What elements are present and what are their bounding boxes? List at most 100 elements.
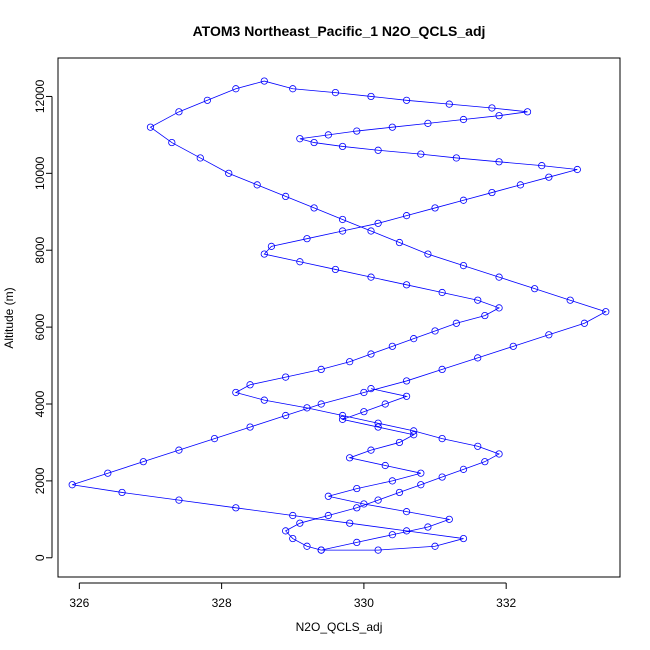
series-point-0-20 — [260, 396, 268, 404]
series-point-0-116 — [317, 546, 325, 554]
series-point-0-3 — [282, 527, 290, 535]
series-point-0-37 — [331, 265, 340, 274]
series-point-0-105 — [104, 469, 112, 477]
series-point-0-16 — [410, 427, 418, 435]
chart-title: ATOM3 Northeast_Pacific_1 N2O_QCLS_adj — [193, 23, 486, 39]
series-point-0-21 — [232, 388, 240, 397]
series-point-0-84 — [367, 227, 375, 235]
x-tick-label-1: 328 — [212, 596, 232, 610]
series-point-0-74 — [203, 96, 211, 104]
plot-series — [68, 77, 610, 554]
x-axis-label: N2O_QCLS_adj — [296, 620, 383, 634]
series-point-0-86 — [424, 250, 432, 258]
series-point-0-12 — [481, 458, 489, 466]
series-point-0-125 — [388, 477, 396, 485]
x-tick-label-0: 326 — [69, 596, 89, 610]
series-point-0-49 — [545, 173, 553, 181]
series-point-0-134 — [360, 408, 368, 416]
series-point-0-38 — [296, 258, 304, 266]
series-point-0-4 — [296, 519, 304, 527]
series-point-0-8 — [395, 488, 404, 497]
series-point-0-137 — [367, 385, 375, 393]
series-point-0-119 — [424, 523, 432, 531]
series-point-0-90 — [566, 296, 574, 304]
series-point-0-68 — [402, 96, 411, 104]
series-point-0-101 — [246, 423, 254, 431]
series-point-0-127 — [381, 461, 389, 470]
series-point-0-104 — [139, 458, 147, 466]
series-point-0-62 — [424, 119, 432, 127]
y-tick-label-3: 6000 — [33, 313, 47, 340]
series-point-0-81 — [282, 192, 290, 200]
series-point-0-110 — [289, 511, 297, 520]
series-point-0-77 — [168, 138, 176, 147]
series-point-0-63 — [459, 115, 468, 124]
series-point-0-114 — [431, 542, 439, 550]
series-point-0-135 — [381, 400, 389, 408]
series-point-0-52 — [495, 158, 503, 166]
y-axis: 0 2000 4000 6000 8000 10000 12000 — [33, 79, 53, 561]
series-point-0-55 — [374, 146, 382, 154]
series-point-0-94 — [509, 342, 517, 350]
series-point-0-132 — [374, 423, 382, 431]
series-point-0-70 — [331, 89, 340, 97]
series-point-0-15 — [438, 434, 446, 443]
x-tick-label-2: 330 — [354, 596, 374, 610]
series-point-0-131 — [410, 431, 418, 439]
series-point-0-34 — [438, 288, 446, 297]
series-point-0-130 — [395, 438, 404, 447]
series-point-0-54 — [417, 150, 425, 158]
series-point-0-46 — [459, 196, 468, 204]
series-point-0-92 — [580, 319, 589, 327]
series-point-0-76 — [146, 123, 155, 131]
series-point-0-59 — [324, 131, 332, 139]
series-point-0-121 — [402, 508, 411, 516]
series-point-0-1 — [303, 542, 311, 550]
series-point-0-108 — [175, 496, 183, 504]
series-point-0-87 — [459, 261, 468, 270]
series-point-0-88 — [495, 273, 503, 281]
y-tick-label-1: 2000 — [33, 467, 47, 494]
series-point-0-18 — [338, 411, 347, 420]
series-point-0-115 — [374, 546, 382, 554]
series-point-0-2 — [289, 534, 297, 543]
series-point-0-29 — [431, 327, 439, 335]
series-point-0-48 — [516, 181, 525, 189]
series-point-0-39 — [260, 250, 268, 258]
y-tick-label-5: 10000 — [33, 156, 47, 190]
series-point-0-23 — [282, 373, 290, 381]
series-point-0-53 — [452, 154, 460, 162]
series-point-0-85 — [395, 238, 404, 247]
series-point-0-73 — [232, 85, 240, 93]
series-point-0-103 — [175, 446, 183, 454]
series-point-0-78 — [196, 154, 204, 162]
series-point-0-97 — [402, 377, 411, 385]
series-point-0-30 — [452, 319, 460, 327]
x-tick-label-3: 332 — [496, 596, 516, 610]
series-point-0-50 — [573, 165, 581, 174]
series-point-0-28 — [410, 335, 418, 343]
series-point-0-5 — [324, 511, 332, 520]
series-point-0-41 — [303, 235, 311, 243]
series-point-0-27 — [388, 342, 396, 350]
series-point-0-6 — [353, 504, 361, 512]
series-point-0-118 — [388, 531, 396, 539]
series-point-0-109 — [232, 504, 240, 512]
series-point-0-35 — [402, 281, 411, 289]
series-point-0-31 — [481, 311, 489, 320]
series-point-0-67 — [445, 100, 453, 108]
series-point-0-43 — [374, 219, 382, 227]
y-tick-label-2: 4000 — [33, 390, 47, 417]
series-point-0-123 — [324, 492, 332, 500]
series-point-0-60 — [353, 127, 361, 135]
series-point-0-95 — [474, 354, 482, 362]
series-point-0-124 — [353, 484, 361, 493]
series-point-0-42 — [338, 227, 347, 235]
series-point-0-117 — [353, 538, 361, 547]
series-point-0-17 — [374, 419, 382, 427]
series-point-0-33 — [474, 296, 482, 304]
series-point-0-106 — [68, 481, 76, 489]
